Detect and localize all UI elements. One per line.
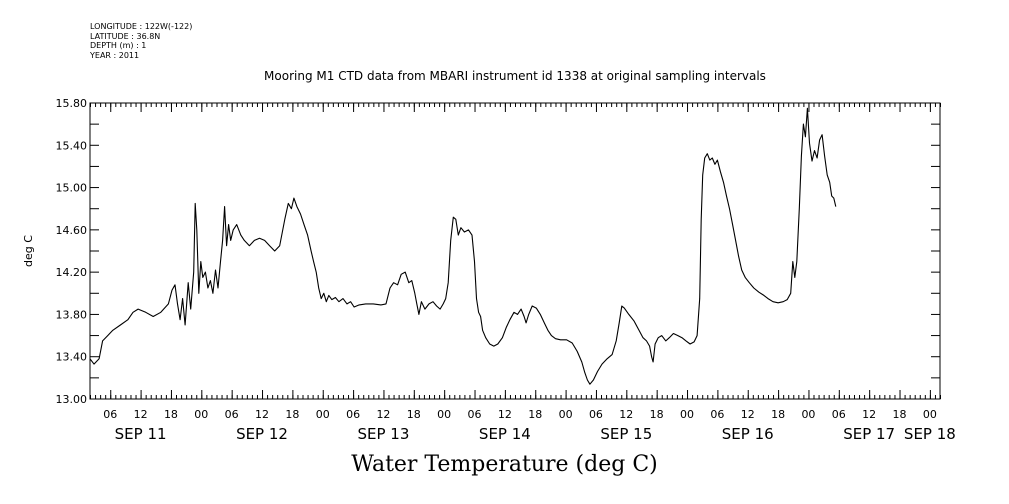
y-tick-label: 15.00 [56, 182, 88, 195]
meta-year: YEAR : 2011 [90, 50, 140, 60]
x-hour-label: 12 [376, 408, 390, 421]
x-hour-label: 06 [710, 408, 724, 421]
temperature-line-chart: 13.00 13.40 13.80 14.20 14.60 15.00 15.40 15.80… [22, 97, 956, 443]
y-axis-ticks: 13.00 13.40 13.80 14.20 14.60 15.00 15.40 15.80 [56, 97, 940, 406]
x-hour-label: 12 [619, 408, 633, 421]
x-hour-label: 00 [194, 408, 208, 421]
meta-depth: DEPTH (m) : 1 [90, 41, 147, 50]
x-hour-label: 18 [407, 408, 421, 421]
series-group [89, 107, 837, 385]
x-hour-label: 18 [528, 408, 542, 421]
y-tick-label: 15.40 [56, 139, 88, 152]
series-line [89, 107, 837, 385]
y-tick-label: 13.40 [56, 351, 88, 364]
x-hour-label: 06 [225, 408, 239, 421]
x-hour-label: 00 [923, 408, 937, 421]
y-tick-label: 13.00 [56, 393, 88, 406]
x-hour-label: 18 [164, 408, 178, 421]
x-hour-label: 18 [893, 408, 907, 421]
x-hour-label: 12 [741, 408, 755, 421]
x-hour-label: 12 [498, 408, 512, 421]
x-hour-label: 12 [255, 408, 269, 421]
x-hour-label: 18 [771, 408, 785, 421]
meta-longitude: LONGITUDE : 122W(-122) [90, 22, 193, 31]
x-hour-label: 00 [680, 408, 694, 421]
plot-frame [89, 102, 941, 400]
x-hour-label: 12 [862, 408, 876, 421]
x-hour-label: 06 [346, 408, 360, 421]
y-tick-label: 15.80 [56, 97, 88, 110]
y-axis-label: deg C [22, 235, 35, 267]
x-hour-label: 00 [559, 408, 573, 421]
x-day-label: SEP 14 [479, 425, 531, 443]
metadata-block: LONGITUDE : 122W(-122) LATITUDE : 36.8N … [90, 22, 192, 60]
x-axis-ticks: 06 12 18 00 06 12 18 00 06 12 18 00 06 12 18 00 06 12 18 00… [103, 103, 956, 443]
meta-latitude: LATITUDE : 36.8N [90, 31, 161, 41]
x-hour-label: 18 [285, 408, 299, 421]
chart-title: Mooring M1 CTD data from MBARI instrumen… [264, 69, 766, 83]
x-day-label: SEP 11 [115, 425, 167, 443]
x-day-label: SEP 12 [236, 425, 288, 443]
x-hour-label: 00 [437, 408, 451, 421]
x-day-label: SEP 13 [357, 425, 409, 443]
x-day-label: SEP 18 [904, 425, 956, 443]
x-day-label: SEP 15 [600, 425, 652, 443]
x-hour-label: 06 [103, 408, 117, 421]
y-tick-label: 13.80 [56, 308, 88, 321]
x-hour-label: 00 [801, 408, 815, 421]
x-hour-label: 06 [832, 408, 846, 421]
x-hour-label: 18 [650, 408, 664, 421]
x-hour-label: 06 [468, 408, 482, 421]
y-tick-label: 14.60 [56, 224, 88, 237]
x-hour-label: 00 [316, 408, 330, 421]
x-hour-label: 06 [589, 408, 603, 421]
plot-axes [89, 102, 941, 400]
footer-variable-label: Water Temperature (deg C) [351, 452, 658, 477]
x-day-label: SEP 16 [722, 425, 774, 443]
y-tick-label: 14.20 [56, 266, 88, 279]
x-day-label: SEP 17 [843, 425, 895, 443]
x-hour-label: 12 [134, 408, 148, 421]
